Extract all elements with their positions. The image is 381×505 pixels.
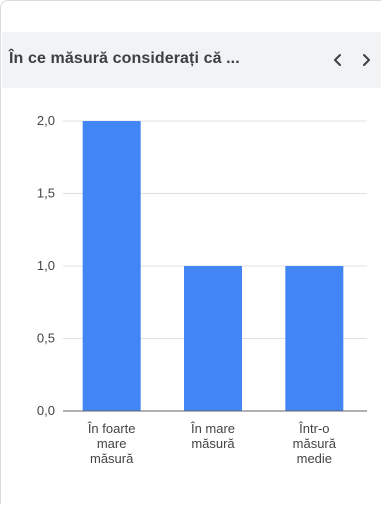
x-tick-label-line: mare [97, 436, 127, 451]
y-tick-label: 0,5 [37, 331, 55, 346]
chart-title: În ce măsură considerați că ... [9, 50, 240, 67]
x-tick-label-line: măsură [293, 436, 337, 451]
chart-area: 0,0 0,5 1,0 1,5 2,0 În foarte mare măsură În mar… [1, 96, 381, 505]
x-tick-label-line: măsură [90, 451, 134, 466]
x-tick-label-line: Într-o [298, 421, 329, 436]
y-tick-label: 0,0 [37, 403, 55, 418]
x-tick-label-line: măsură [191, 436, 235, 451]
chevron-left-icon[interactable] [328, 48, 348, 72]
y-tick-label: 1,5 [37, 186, 55, 201]
x-tick-label-line: În foarte [87, 421, 136, 436]
x-tick-label: Într-o măsură medie [293, 421, 337, 466]
x-tick-label-line: medie [297, 451, 332, 466]
x-tick-label: În foarte mare măsură [87, 421, 136, 466]
x-tick-label-line: În mare [190, 421, 235, 436]
chart-header: În ce măsură considerați că ... [2, 32, 381, 88]
x-tick-label: În mare măsură [190, 421, 235, 451]
bar [82, 121, 141, 411]
chevron-right-icon[interactable] [356, 48, 376, 72]
y-tick-label: 2,0 [37, 113, 55, 128]
y-tick-label: 1,0 [37, 258, 55, 273]
bar [285, 266, 344, 411]
bar [184, 266, 242, 411]
